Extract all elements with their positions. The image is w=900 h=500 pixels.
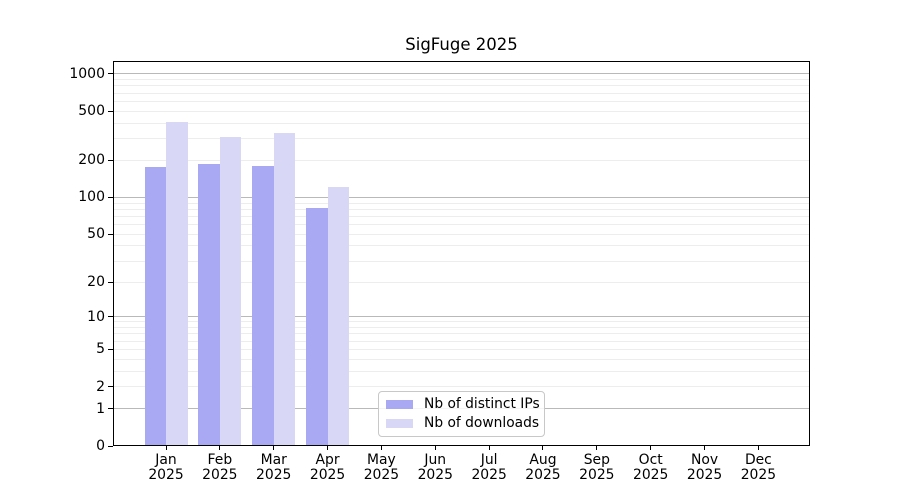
- x-tick-label: Mar 2025: [256, 452, 292, 483]
- x-tick: [596, 446, 598, 450]
- gridline-minor: [113, 122, 810, 124]
- x-tick: [704, 446, 706, 450]
- x-tick: [380, 446, 382, 450]
- y-tick-label: 1: [96, 400, 105, 417]
- x-tick-label: Jul 2025: [471, 452, 507, 483]
- y-tick-label: 1000: [69, 65, 105, 82]
- x-tick: [165, 446, 167, 450]
- x-tick: [757, 446, 759, 450]
- y-tick-label: 500: [78, 103, 105, 120]
- bar-downloads-apr: [327, 187, 350, 446]
- gridline-minor: [113, 138, 810, 140]
- y-tick: [108, 159, 113, 161]
- legend-swatch-distinct-ips: [386, 399, 413, 409]
- x-tick-label: Feb 2025: [202, 452, 238, 483]
- x-tick-label: Dec 2025: [740, 452, 777, 483]
- bar-downloads-feb: [219, 137, 242, 446]
- gridline-minor: [113, 358, 810, 360]
- x-tick: [219, 446, 221, 450]
- x-tick: [273, 446, 275, 450]
- y-tick-label: 2: [96, 378, 105, 395]
- bar-downloads-mar: [273, 133, 296, 446]
- y-tick: [108, 281, 113, 283]
- gridline-minor: [113, 386, 810, 388]
- gridline-minor: [113, 159, 810, 161]
- x-tick: [327, 446, 329, 450]
- gridline-major: [113, 316, 810, 318]
- y-tick: [108, 408, 113, 410]
- gridline-minor: [113, 79, 810, 81]
- x-tick-label: Jun 2025: [417, 452, 453, 483]
- legend: Nb of distinct IPs Nb of downloads: [378, 391, 545, 437]
- y-tick-label: 5: [96, 341, 105, 358]
- y-tick-label: 100: [78, 189, 105, 206]
- x-tick-label: Aug 2025: [525, 452, 561, 483]
- y-tick-label: 0: [96, 438, 105, 454]
- y-tick-label: 200: [78, 152, 105, 169]
- legend-item-distinct-ips: Nb of distinct IPs: [386, 395, 544, 412]
- gridline-minor: [113, 327, 810, 329]
- bar-distinct-ips-apr: [306, 207, 328, 446]
- bar-downloads-jan: [166, 121, 188, 446]
- y-tick-label: 50: [87, 226, 105, 243]
- gridline-minor: [113, 100, 810, 102]
- gridline-minor: [113, 370, 810, 372]
- x-tick-label: Apr 2025: [309, 452, 346, 483]
- y-tick: [108, 445, 113, 447]
- gridline-minor: [113, 233, 810, 235]
- y-tick: [108, 316, 113, 318]
- x-tick-label: Oct 2025: [633, 452, 669, 483]
- x-tick-label: Nov 2025: [686, 452, 723, 483]
- bar-distinct-ips-jan: [144, 166, 166, 446]
- y-tick: [108, 348, 113, 350]
- gridline-minor: [113, 333, 810, 335]
- y-tick: [108, 386, 113, 388]
- bars-layer: [113, 61, 810, 446]
- gridline-minor: [113, 215, 810, 217]
- x-tick-label: Jan 2025: [148, 452, 184, 483]
- x-tick: [650, 446, 652, 450]
- y-tick: [108, 110, 113, 112]
- gridline-minor: [113, 348, 810, 350]
- gridline-major: [113, 196, 810, 198]
- x-tick: [434, 446, 436, 450]
- legend-label-downloads: Nb of downloads: [424, 415, 540, 432]
- gridline-minor: [113, 340, 810, 342]
- bar-distinct-ips-feb: [198, 164, 220, 446]
- y-tick-label: 10: [87, 308, 105, 325]
- gridlines-layer: [113, 61, 810, 446]
- gridline-minor: [113, 92, 810, 94]
- y-axis: 0 1 2 5 10 20 50 100 200 500 1000: [69, 61, 810, 454]
- gridline-minor: [113, 245, 810, 247]
- gridline-major: [113, 73, 810, 75]
- y-tick: [108, 196, 113, 198]
- legend-swatch-downloads: [386, 419, 413, 429]
- gridline-minor: [113, 85, 810, 87]
- gridline-minor: [113, 224, 810, 226]
- y-tick: [108, 233, 113, 235]
- plot-area: 0 1 2 5 10 20 50 100 200 500 1000 Jan 2025 Feb 2025 Ma…: [69, 61, 810, 483]
- gridline-minor: [113, 202, 810, 204]
- gridline-minor: [113, 110, 810, 112]
- gridline-minor: [113, 321, 810, 323]
- chart-title: SigFuge 2025: [405, 35, 518, 54]
- legend-item-downloads: Nb of downloads: [386, 416, 544, 431]
- gridline-minor: [113, 281, 810, 283]
- gridline-minor: [113, 208, 810, 210]
- bar-distinct-ips-mar: [252, 165, 274, 446]
- x-tick-label: Sep 2025: [579, 452, 615, 483]
- x-tick: [542, 446, 544, 450]
- y-tick-label: 20: [87, 274, 105, 290]
- gridline-minor: [113, 260, 810, 262]
- x-tick: [488, 446, 490, 450]
- legend-label-distinct-ips: Nb of distinct IPs: [424, 395, 540, 412]
- x-tick-label: May 2025: [363, 452, 400, 483]
- y-tick: [108, 73, 113, 75]
- x-axis: Jan 2025 Feb 2025 Mar 2025 Apr 2025 May 2025 Jun 20…: [113, 61, 810, 483]
